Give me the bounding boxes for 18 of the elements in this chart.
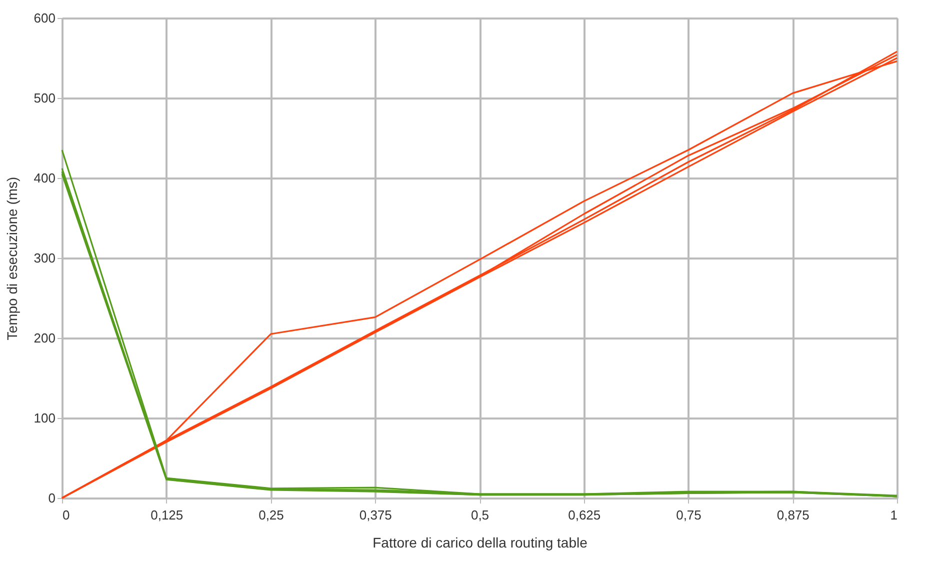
x-tick-label: 0,5 <box>470 508 490 522</box>
x-axis-title: Fattore di carico della routing table <box>372 534 588 550</box>
y-tick-label: 400 <box>34 170 56 186</box>
y-tick-label: 100 <box>34 410 56 426</box>
y-tick-label: 300 <box>34 250 56 266</box>
x-tick-label: 0,125 <box>150 508 184 522</box>
x-tick-label: 0,25 <box>258 508 284 522</box>
x-tick-label: 0,875 <box>776 508 810 522</box>
y-axis-title: Tempo di esecuzione (ms) <box>4 176 20 340</box>
y-tick-label: 500 <box>34 90 56 106</box>
y-tick-label: 200 <box>34 330 56 346</box>
y-tick-label: 0 <box>48 490 56 506</box>
x-tick-label: 0,625 <box>568 508 601 522</box>
x-tick-label: 0 <box>62 508 70 522</box>
x-tick-label: 1 <box>890 508 898 522</box>
x-tick-label: 0,375 <box>359 508 392 522</box>
y-tick-label: 600 <box>34 10 56 26</box>
x-tick-label: 0,75 <box>676 508 702 522</box>
